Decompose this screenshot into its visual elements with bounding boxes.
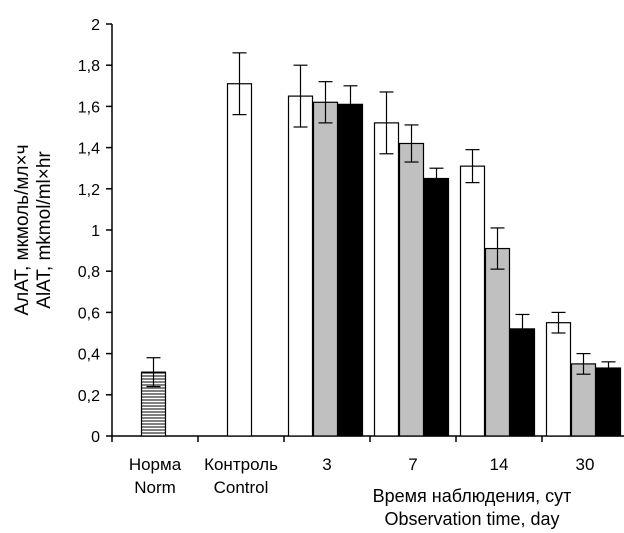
y-tick-label: 1,8 — [78, 58, 100, 75]
x-category-label: Контроль — [204, 455, 278, 474]
y-tick-label: 1,6 — [78, 99, 100, 116]
x-category-label: 14 — [490, 455, 509, 474]
x-axis-title: Время наблюдения, сут Observation time, … — [373, 486, 572, 529]
x-category-label: Norm — [134, 478, 176, 497]
x-category-label: 30 — [576, 455, 595, 474]
y-tick-label: 1,2 — [78, 182, 100, 199]
y-tick-label: 0,4 — [78, 347, 100, 364]
y-axis-title-line-2: AlAT, mkmol/ml×hr — [34, 151, 55, 309]
bar — [484, 247, 511, 437]
bar — [337, 103, 364, 437]
y-tick-label: 0,2 — [78, 388, 100, 405]
y-tick-label: 2 — [91, 17, 100, 34]
x-category-label: 7 — [408, 455, 417, 474]
bar — [312, 101, 339, 437]
bar — [373, 122, 400, 437]
x-axis-title-line-1: Время наблюдения, сут — [373, 486, 572, 506]
bar — [398, 142, 425, 437]
bar — [509, 328, 536, 437]
y-axis-title: АлАТ, мкмоль/мл×ч AlAT, mkmol/ml×hr — [12, 145, 55, 316]
bar — [459, 165, 486, 437]
x-category-label: Норма — [129, 455, 182, 474]
x-axis-title-line-2: Observation time, day — [384, 509, 559, 529]
x-category-label: 3 — [322, 455, 331, 474]
y-tick-label: 0,8 — [78, 264, 100, 281]
bar — [423, 177, 450, 437]
y-tick-label: 0 — [91, 429, 100, 446]
bar — [595, 367, 622, 437]
y-tick-label: 1 — [91, 223, 100, 240]
y-tick-label: 0,6 — [78, 305, 100, 322]
plot-area: 0 0,2 0,4 0,6 0,8 1 1,2 1,4 1,6 1,8 2 Норма Norm Конт… — [78, 17, 624, 497]
y-tick-label: 1,4 — [78, 141, 100, 158]
y-axis-title-line-1: АлАТ, мкмоль/мл×ч — [12, 145, 33, 316]
bar — [287, 95, 314, 437]
x-category-label: Control — [214, 478, 269, 497]
bar — [226, 83, 253, 437]
bar — [545, 322, 572, 437]
